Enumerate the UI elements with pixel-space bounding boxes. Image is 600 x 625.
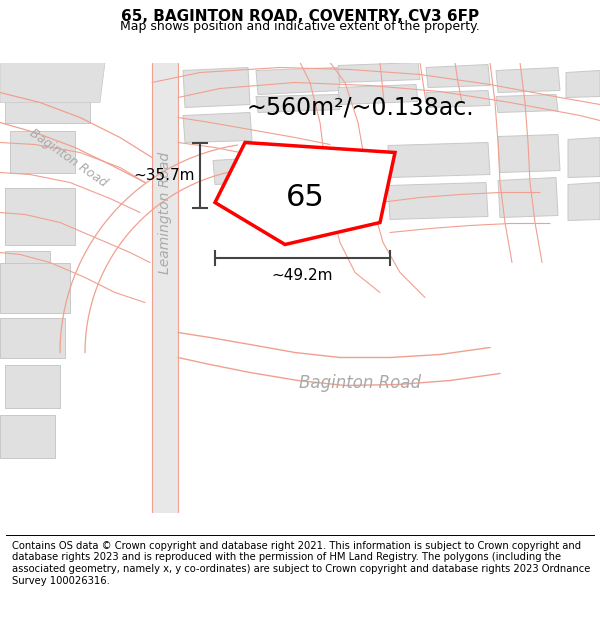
Polygon shape (5, 364, 60, 408)
Polygon shape (183, 112, 252, 142)
Polygon shape (213, 158, 263, 184)
Polygon shape (5, 68, 90, 122)
Polygon shape (498, 177, 558, 217)
Text: Baginton Road: Baginton Road (299, 374, 421, 391)
Polygon shape (256, 94, 340, 112)
Text: 65: 65 (286, 183, 325, 212)
Polygon shape (152, 62, 178, 512)
Polygon shape (0, 62, 105, 102)
Text: ~49.2m: ~49.2m (272, 268, 333, 282)
Polygon shape (183, 68, 250, 108)
Polygon shape (498, 134, 560, 172)
Polygon shape (5, 188, 75, 244)
Polygon shape (0, 414, 55, 458)
Polygon shape (388, 182, 488, 219)
Polygon shape (0, 318, 65, 357)
Polygon shape (496, 68, 560, 92)
Polygon shape (338, 84, 418, 104)
Text: 65, BAGINTON ROAD, COVENTRY, CV3 6FP: 65, BAGINTON ROAD, COVENTRY, CV3 6FP (121, 9, 479, 24)
Polygon shape (426, 64, 490, 88)
Polygon shape (0, 262, 70, 312)
Polygon shape (338, 62, 420, 82)
Text: Leamington Road: Leamington Road (158, 151, 172, 274)
Polygon shape (496, 94, 558, 112)
Polygon shape (388, 142, 490, 177)
Polygon shape (566, 71, 600, 98)
Polygon shape (426, 91, 490, 108)
Polygon shape (256, 68, 340, 94)
Polygon shape (5, 251, 50, 288)
Polygon shape (568, 138, 600, 178)
Polygon shape (215, 142, 395, 244)
Polygon shape (263, 151, 310, 173)
Text: ~560m²/~0.138ac.: ~560m²/~0.138ac. (246, 96, 474, 119)
Text: Contains OS data © Crown copyright and database right 2021. This information is : Contains OS data © Crown copyright and d… (12, 541, 590, 586)
Text: Map shows position and indicative extent of the property.: Map shows position and indicative extent… (120, 20, 480, 33)
Polygon shape (338, 151, 388, 188)
Polygon shape (568, 182, 600, 221)
Polygon shape (10, 131, 75, 173)
Text: Baginton Road: Baginton Road (27, 126, 109, 189)
Text: ~35.7m: ~35.7m (133, 168, 195, 182)
